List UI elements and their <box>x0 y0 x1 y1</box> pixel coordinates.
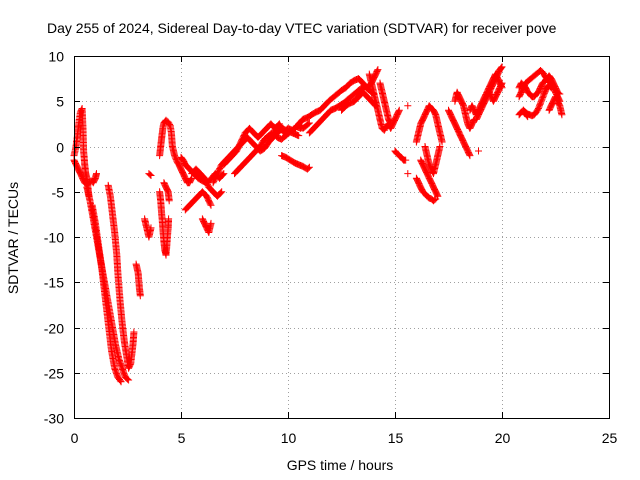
data-point-cluster <box>231 119 313 178</box>
data-point-cluster <box>376 79 395 128</box>
chart-title: Day 255 of 2024, Sidereal Day-to-day VTE… <box>47 20 557 36</box>
y-tick-labels: -30 -25 -20 -15 -10 -5 0 5 10 <box>44 49 64 427</box>
x-tick-label: 10 <box>281 430 297 446</box>
data-points <box>70 63 566 386</box>
data-point-cluster <box>412 174 440 205</box>
data-point-cluster <box>181 188 215 214</box>
data-point-cluster <box>445 106 474 160</box>
data-point-cluster <box>160 179 173 205</box>
data-point-cluster <box>88 201 125 386</box>
x-tick-labels: 0 5 10 15 20 25 <box>71 430 618 446</box>
data-point-cluster <box>515 72 564 101</box>
data-point-cluster <box>338 88 380 114</box>
data-point-cluster <box>515 106 532 121</box>
axis-ticks <box>74 56 610 419</box>
y-tick-label: 5 <box>56 94 64 110</box>
y-tick-label: -30 <box>44 411 64 427</box>
y-tick-label: -20 <box>44 321 64 337</box>
y-tick-label: -5 <box>52 185 65 201</box>
data-point-cluster <box>451 88 478 132</box>
data-point-cluster <box>132 260 144 300</box>
data-point-cluster <box>421 143 444 178</box>
data-point-cluster <box>145 170 155 179</box>
data-point-cluster <box>278 152 313 173</box>
data-point-cluster <box>104 181 138 372</box>
y-tick-label: -10 <box>44 230 64 246</box>
data-point-cluster <box>365 70 403 134</box>
data-point-cluster <box>404 102 412 110</box>
data-point-cluster <box>485 63 506 96</box>
data-point-cluster <box>188 165 226 200</box>
data-point-cluster <box>156 188 173 259</box>
y-tick-label: 10 <box>48 49 64 65</box>
data-point-cluster <box>545 93 566 119</box>
data-point-cluster <box>412 102 446 146</box>
y-tick-label: -15 <box>44 275 64 291</box>
y-tick-label: -25 <box>44 366 64 382</box>
data-point-cluster <box>391 147 410 164</box>
data-point-cluster <box>141 215 155 241</box>
data-point-cluster <box>475 147 482 155</box>
data-point-cluster <box>472 79 506 123</box>
x-axis-label: GPS time / hours <box>287 457 394 473</box>
x-tick-label: 15 <box>388 430 404 446</box>
data-point-cluster <box>404 170 412 178</box>
y-tick-label: 0 <box>56 140 64 156</box>
x-tick-label: 5 <box>178 430 186 446</box>
data-point-cluster <box>198 215 215 236</box>
x-tick-label: 0 <box>71 430 79 446</box>
data-point-cluster <box>156 116 196 187</box>
x-tick-label: 20 <box>495 430 511 446</box>
x-tick-label: 25 <box>602 430 618 446</box>
data-point-cluster <box>305 83 378 137</box>
y-axis-label: SDTVAR / TECUs <box>5 182 21 294</box>
data-point-cluster <box>417 156 442 200</box>
